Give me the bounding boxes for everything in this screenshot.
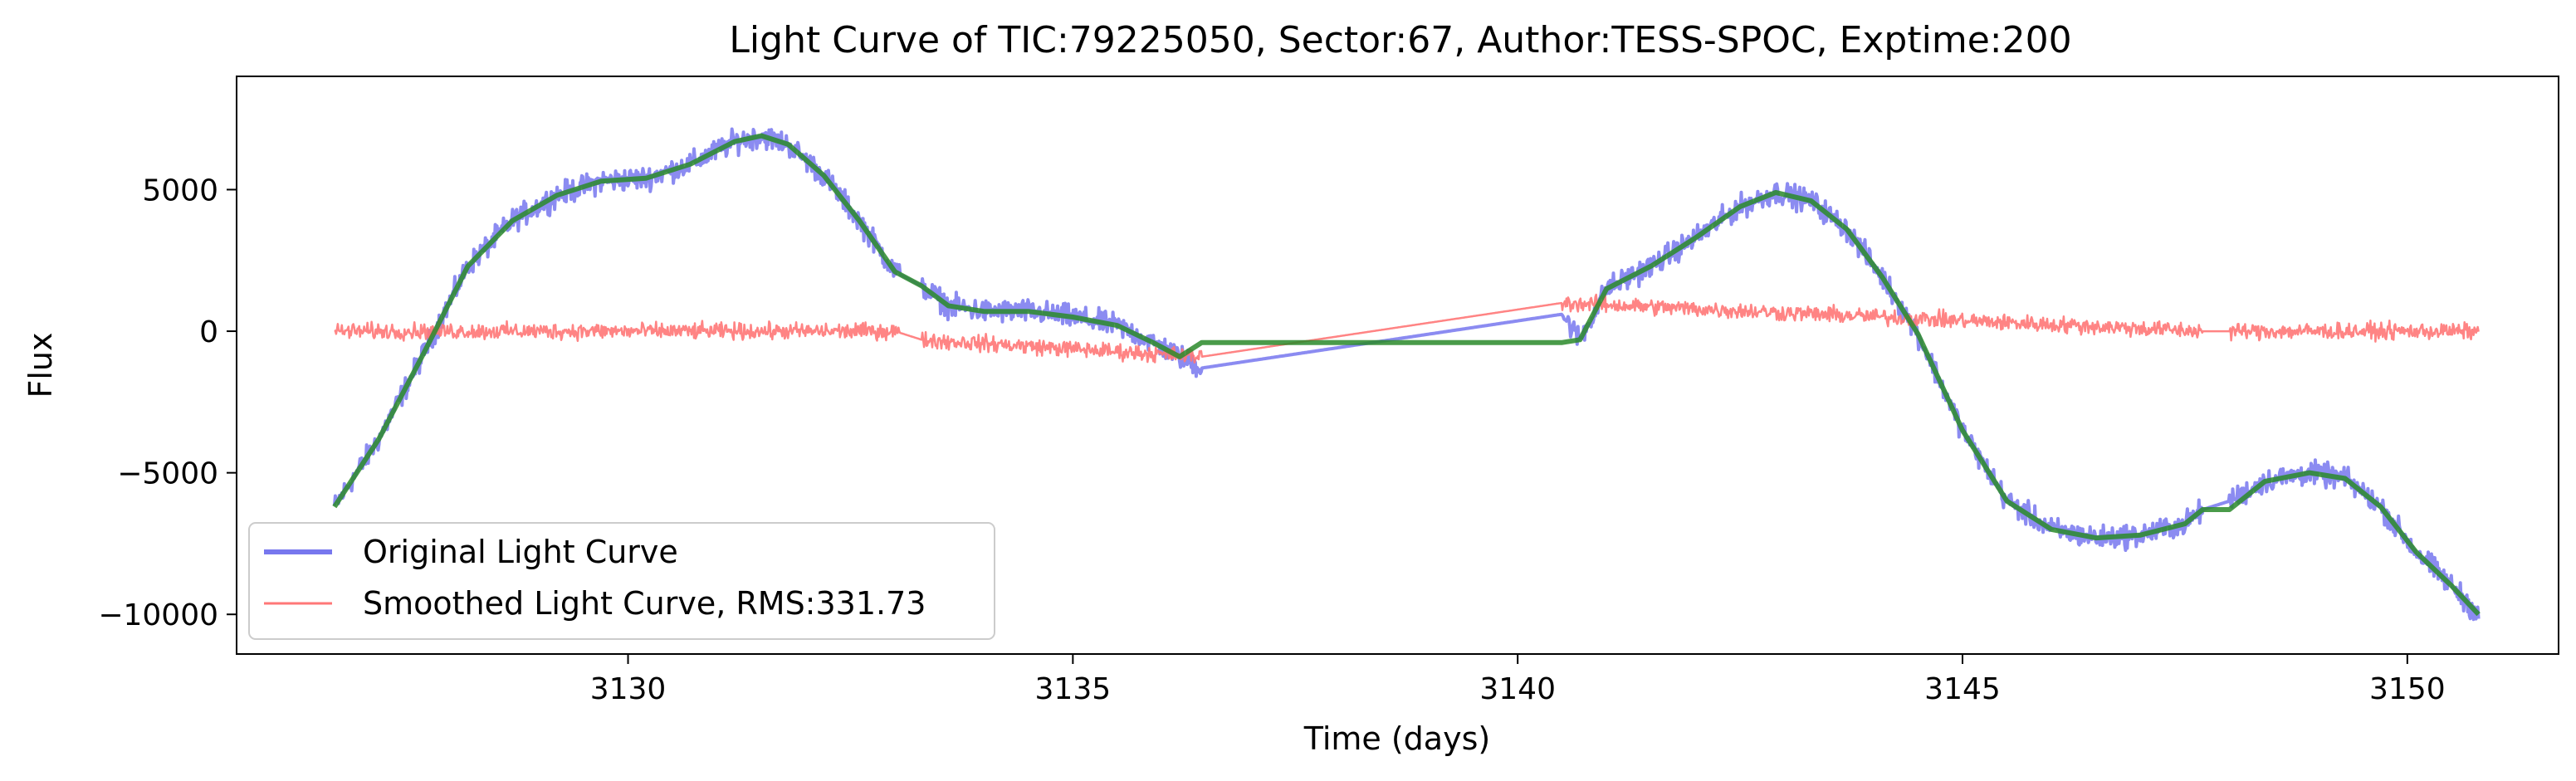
plot-frame <box>236 76 2559 655</box>
series-smoothed-line <box>334 293 2480 364</box>
y-tick-label: −10000 <box>98 598 218 632</box>
x-tick-label: 3135 <box>1035 672 1112 706</box>
x-axis: 3130 3135 3140 3145 3150 <box>590 654 2446 706</box>
x-axis-label: Time (days) <box>1303 720 1490 757</box>
x-tick-label: 3145 <box>1924 672 2001 706</box>
y-tick-label: 5000 <box>142 173 218 207</box>
x-tick-label: 3140 <box>1479 672 1556 706</box>
series-original-line <box>332 127 2481 622</box>
y-tick-label: −5000 <box>117 457 218 491</box>
legend-label-original: Original Light Curve <box>363 534 678 570</box>
series-trend-line <box>332 133 2481 617</box>
x-tick-label: 3150 <box>2369 672 2446 706</box>
legend: Original Light Curve Smoothed Light Curv… <box>248 522 995 640</box>
chart-title: Light Curve of TIC:79225050, Sector:67, … <box>729 19 2071 61</box>
plot-area <box>332 127 2481 622</box>
y-axis: −10000 −5000 0 5000 <box>98 173 237 632</box>
legend-label-smoothed: Smoothed Light Curve, RMS:331.73 <box>363 585 926 622</box>
y-axis-label: Flux <box>22 333 59 398</box>
x-tick-label: 3130 <box>590 672 667 706</box>
legend-box <box>248 522 995 640</box>
y-tick-label: 0 <box>199 315 218 349</box>
